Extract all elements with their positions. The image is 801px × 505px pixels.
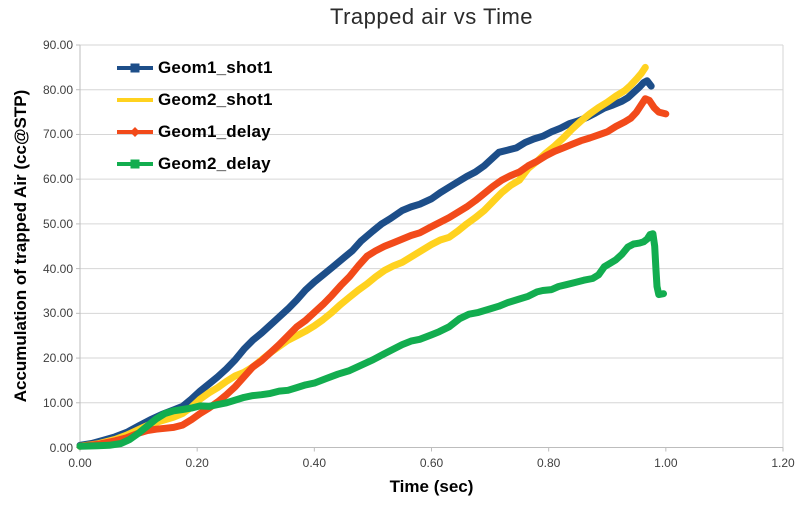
y-tick-label: 10.00	[42, 395, 73, 410]
y-tick-label: 40.00	[42, 261, 73, 276]
line-square-marker-icon	[117, 159, 153, 169]
legend-marker-diamond	[130, 127, 140, 137]
y-tick-label: 0.00	[49, 440, 73, 455]
legend-item-geom2-shot1: Geom2_shot1	[116, 84, 273, 116]
legend-item-geom2-delay: Geom2_delay	[116, 148, 273, 180]
y-tick-label: 60.00	[42, 172, 73, 187]
legend-item-geom1-delay: Geom1_delay	[116, 116, 273, 148]
x-axis-title: Time (sec)	[389, 477, 474, 496]
y-tick-label: 50.00	[42, 216, 73, 231]
legend-label: Geom2_delay	[158, 154, 271, 173]
legend-label: Geom1_delay	[158, 122, 271, 141]
y-tick-label: 90.00	[42, 38, 73, 52]
legend-label: Geom1_shot1	[158, 58, 273, 77]
legend-marker-square	[130, 159, 140, 169]
y-tick-label: 20.00	[42, 351, 73, 366]
legend-label: Geom2_shot1	[158, 90, 273, 109]
y-tick-label: 30.00	[42, 306, 73, 321]
line-marker-icon	[117, 98, 153, 102]
x-tick-label: 1.20	[771, 455, 795, 470]
legend: Geom1_shot1 Geom2_shot1 Geom1_delay Geom…	[116, 52, 273, 180]
line-diamond-marker-icon	[117, 127, 153, 137]
x-tick-label: 0.20	[185, 455, 209, 470]
x-tick-label: 0.80	[536, 455, 561, 470]
legend-item-geom1-shot1: Geom1_shot1	[116, 52, 273, 84]
line-square-marker-icon	[117, 63, 153, 73]
x-tick-label: 1.00	[654, 455, 678, 470]
y-axis-title: Accumulation of trapped Air (cc@STP)	[11, 89, 30, 403]
series-line-Geom2_delay	[76, 230, 667, 450]
series-line-Geom1_delay	[76, 95, 670, 450]
legend-marker-square	[130, 63, 140, 73]
chart-title: Trapped air vs Time	[329, 4, 534, 29]
x-tick-label: 0.40	[302, 455, 326, 470]
x-tick-label: 0.00	[68, 455, 92, 470]
y-tick-label: 80.00	[42, 82, 73, 97]
x-tick-label: 0.60	[419, 455, 444, 470]
y-tick-label: 70.00	[42, 127, 73, 142]
series-line-Geom2_shot1	[76, 63, 649, 450]
